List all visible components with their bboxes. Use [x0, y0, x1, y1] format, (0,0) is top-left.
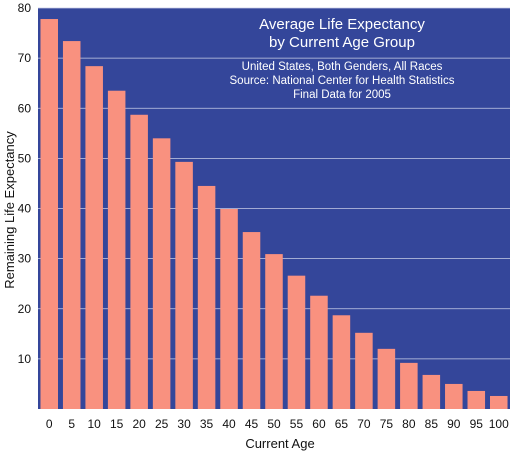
chart-subtitle: United States, Both Genders, All Races S… [230, 61, 455, 101]
x-tick-label: 10 [88, 417, 102, 431]
x-tick-label: 65 [335, 417, 349, 431]
bar-age-50 [265, 254, 283, 409]
subtitle-line-2: Source: National Center for Health Stati… [230, 75, 455, 87]
x-tick-label: 5 [68, 417, 75, 431]
y-tick-labels: 10 20 30 40 50 60 70 80 [18, 1, 32, 366]
y-tick-label: 80 [18, 1, 32, 15]
bars [40, 19, 508, 410]
bar-age-0 [40, 19, 58, 410]
bar-age-15 [107, 90, 126, 410]
x-tick-label: 70 [357, 417, 371, 431]
bar-age-25 [152, 138, 171, 409]
bar-age-30 [175, 161, 193, 409]
bar-age-70 [355, 332, 373, 409]
x-tick-label: 95 [470, 417, 484, 431]
bar-age-40 [220, 209, 238, 409]
bar-age-55 [287, 275, 306, 409]
bar-age-90 [445, 383, 463, 409]
x-tick-label: 0 [46, 417, 53, 431]
x-tick-labels: 0 5 10 15 20 25 30 35 40 45 50 55 60 65 70 75 80 85 90 95 10… [46, 417, 509, 431]
chart-title: Average Life Expectancy by Current Age G… [259, 16, 425, 51]
x-tick-label: 45 [245, 417, 259, 431]
y-tick-label: 30 [18, 252, 32, 266]
y-tick-label: 70 [18, 51, 32, 65]
bar-age-10 [85, 66, 103, 409]
title-line-2: by Current Age Group [269, 34, 415, 51]
y-tick-label: 60 [18, 101, 32, 115]
y-tick-label: 50 [18, 151, 32, 165]
x-tick-label: 60 [312, 417, 326, 431]
x-tick-label: 35 [200, 417, 214, 431]
x-tick-label: 55 [290, 417, 304, 431]
bar-age-20 [130, 114, 148, 410]
y-axis-label: Remaining Life Expectancy [2, 131, 17, 289]
y-tick-label: 20 [18, 302, 32, 316]
x-tick-label: 30 [177, 417, 191, 431]
x-tick-label: 20 [132, 417, 146, 431]
bar-age-60 [310, 295, 328, 409]
x-tick-label: 25 [155, 417, 169, 431]
x-tick-label: 100 [489, 417, 509, 431]
x-tick-label: 75 [380, 417, 394, 431]
bar-age-65 [332, 315, 351, 409]
bar-age-85 [422, 374, 441, 409]
x-tick-label: 50 [267, 417, 281, 431]
bar-age-45 [242, 232, 261, 409]
x-tick-label: 15 [110, 417, 124, 431]
bar-age-35 [197, 185, 216, 409]
y-tick-label: 40 [18, 202, 32, 216]
bar-age-80 [400, 362, 418, 409]
x-tick-label: 80 [402, 417, 416, 431]
x-axis-label: Current Age [245, 436, 314, 451]
bar-age-95 [467, 390, 486, 409]
x-tick-label: 90 [447, 417, 461, 431]
bar-age-5 [62, 41, 81, 409]
subtitle-line-1: United States, Both Genders, All Races [242, 61, 443, 73]
subtitle-line-3: Final Data for 2005 [293, 89, 391, 101]
bar-age-100 [490, 395, 508, 409]
y-tick-label: 10 [18, 352, 32, 366]
x-tick-label: 40 [222, 417, 236, 431]
x-tick-label: 85 [425, 417, 439, 431]
bar-age-75 [377, 348, 396, 409]
title-line-1: Average Life Expectancy [259, 16, 425, 33]
